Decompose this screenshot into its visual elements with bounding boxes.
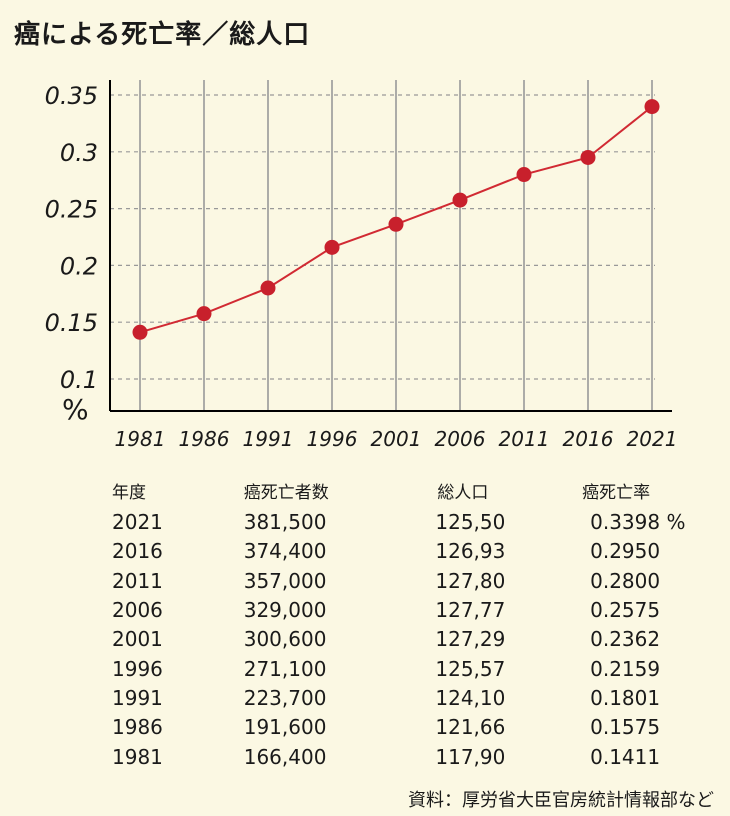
x-tick-label: 2011 — [499, 427, 550, 451]
cell-total-population: 124,10 — [435, 685, 506, 710]
data-markers — [132, 99, 660, 340]
data-point — [644, 99, 660, 115]
cell-year: 2006 — [112, 598, 163, 623]
cell-total-population: 125,57 — [435, 656, 506, 681]
table-row: 2001 300,600 127,29 0.2362 — [112, 625, 730, 654]
horizontal-gridlines — [110, 94, 655, 380]
table-row: 2016 374,400 126,93 0.2950 — [112, 537, 730, 566]
x-tick-label: 2021 — [627, 427, 678, 451]
cell-total-population: 125,50 — [435, 510, 506, 535]
cell-cancer-death-rate: 0.2362 — [590, 627, 661, 652]
header-total-population: 総人口 — [437, 483, 489, 503]
x-tick-label: 2001 — [371, 427, 422, 451]
cell-cancer-death-rate: 0.2800 — [590, 568, 661, 593]
cell-year: 1996 — [112, 656, 163, 681]
data-point — [196, 306, 212, 322]
y-tick-label: 0.2 — [60, 252, 98, 280]
y-tick-label: 0.3 — [60, 139, 98, 167]
cell-total-population: 126,93 — [435, 539, 506, 564]
cell-cancer-deaths: 374,400 — [243, 539, 327, 564]
cell-year: 2016 — [112, 539, 163, 564]
table-row: 2006 329,000 127,77 0.2575 — [112, 596, 730, 625]
source-note: 資料：厚労省大臣官房統計情報部など — [408, 790, 714, 811]
header-cancer-death-rate: 癌死亡率 — [582, 483, 651, 503]
axes — [109, 80, 672, 412]
data-point — [452, 192, 468, 208]
data-point — [132, 324, 148, 340]
cell-cancer-deaths: 381,500 — [243, 510, 327, 535]
cell-cancer-deaths: 191,600 — [243, 715, 327, 740]
table-row: 2021 381,500 125,50 0.3398 % — [112, 508, 730, 537]
header-cancer-deaths: 癌死亡者数 — [243, 483, 329, 503]
cell-cancer-death-rate: 0.2159 — [590, 656, 661, 681]
y-tick-labels: 0.35 0.3 0.25 0.2 0.15 0.1 — [45, 82, 98, 394]
data-point — [260, 280, 276, 296]
cell-cancer-death-rate: 0.3398 % — [590, 510, 686, 535]
x-tick-label: 1991 — [243, 427, 294, 451]
cell-total-population: 117,90 — [435, 744, 506, 769]
y-tick-label: 0.1 — [60, 366, 98, 394]
x-tick-label: 2016 — [563, 427, 614, 451]
x-tick-labels: 1981 1986 1991 1996 2001 2006 2011 2016 2021 — [115, 427, 678, 451]
data-point — [516, 167, 532, 183]
table-row: 1986 191,600 121,66 0.1575 — [112, 713, 730, 742]
chart-title: 癌による死亡率／総人口 — [14, 20, 311, 50]
cell-total-population: 127,29 — [435, 627, 506, 652]
data-point — [580, 149, 596, 165]
cell-cancer-death-rate: 0.2950 — [590, 539, 661, 564]
cell-cancer-death-rate: 0.2575 — [590, 598, 661, 623]
table-row: 1996 271,100 125,57 0.2159 — [112, 654, 730, 683]
cell-cancer-death-rate: 0.1801 — [590, 685, 661, 710]
cell-total-population: 127,77 — [435, 598, 506, 623]
cell-year: 1986 — [112, 715, 163, 740]
cell-cancer-deaths: 329,000 — [243, 598, 327, 623]
cell-cancer-deaths: 357,000 — [243, 568, 327, 593]
y-tick-label: 0.35 — [45, 82, 98, 110]
table-row: 1981 166,400 117,90 0.1411 — [112, 742, 730, 771]
y-tick-label: 0.15 — [45, 309, 98, 337]
cell-total-population: 127,80 — [435, 568, 506, 593]
y-axis-unit-label: % — [62, 393, 89, 426]
cell-year: 2001 — [112, 627, 163, 652]
cell-cancer-death-rate: 0.1411 — [590, 744, 661, 769]
header-year: 年度 — [112, 483, 146, 503]
x-tick-label: 1981 — [115, 427, 166, 451]
data-point — [388, 216, 404, 232]
cell-year: 2011 — [112, 568, 163, 593]
cell-cancer-deaths: 223,700 — [243, 685, 327, 710]
cell-cancer-deaths: 300,600 — [243, 627, 327, 652]
cell-total-population: 121,66 — [435, 715, 506, 740]
cell-cancer-deaths: 166,400 — [243, 744, 327, 769]
x-tick-label: 2006 — [435, 427, 486, 451]
x-tick-label: 1996 — [307, 427, 358, 451]
table-row: 2011 357,000 127,80 0.2800 — [112, 567, 730, 596]
cell-cancer-deaths: 271,100 — [243, 656, 327, 681]
line-chart: 0.35 0.3 0.25 0.2 0.15 0.1 1981 1986 1991 1996 20… — [45, 80, 678, 451]
cell-year: 2021 — [112, 510, 163, 535]
cell-cancer-death-rate: 0.1575 — [590, 715, 661, 740]
cell-year: 1991 — [112, 685, 163, 710]
cell-year: 1981 — [112, 744, 163, 769]
vertical-gridlines — [139, 80, 653, 411]
y-tick-label: 0.25 — [45, 196, 98, 224]
data-table: 年度 癌死亡者数 総人口 癌死亡率 2021 381,500 125,50 0.339… — [112, 478, 730, 772]
data-point — [324, 239, 340, 255]
table-header-row: 年度 癌死亡者数 総人口 癌死亡率 — [112, 478, 730, 508]
x-tick-label: 1986 — [179, 427, 230, 451]
table-row: 1991 223,700 124,10 0.1801 — [112, 684, 730, 713]
